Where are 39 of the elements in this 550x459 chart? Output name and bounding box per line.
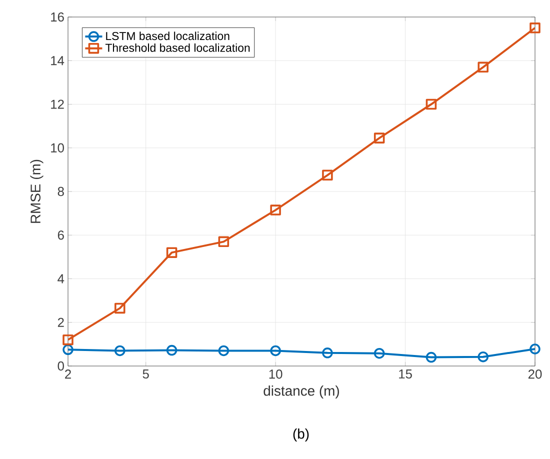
y-tick-label: 16 [51,12,64,22]
point [322,348,333,358]
x-tick-label: 10 [269,370,282,379]
x-tick-label: 2 [65,370,71,379]
point [166,247,178,258]
legend-label: Threshold based localization [105,43,250,52]
y-tick-label: 6 [58,230,64,240]
point [530,344,540,354]
y-tick-label: 14 [51,56,64,66]
x-tick-label: 20 [528,370,542,379]
point [114,302,126,314]
point [270,204,281,216]
point [114,345,126,356]
point [374,132,385,144]
point [62,334,74,346]
point [374,348,385,359]
point [62,344,74,356]
y-axis-title: RMSE (m) [30,160,44,223]
point [478,62,488,73]
x-tick-label: 15 [399,370,412,379]
point [478,351,488,362]
y-tick-label: 4 [58,274,64,284]
y-tick-label: 0 [58,361,64,371]
point [426,98,437,110]
y-tick-label: 10 [51,143,64,152]
text: (b) [293,428,309,442]
point [218,345,230,356]
point [530,22,540,34]
point [166,344,178,356]
point [322,170,333,181]
point [426,352,437,363]
y-tick-label: 8 [58,186,64,196]
legend-label: LSTM based localization [106,32,230,40]
x-tick-label: 5 [142,370,149,379]
point [218,236,230,248]
y-tick-label: 2 [58,318,64,327]
y-tick-label: 12 [51,100,64,109]
x-axis-title: distance (m) [264,386,339,399]
point [270,345,281,356]
